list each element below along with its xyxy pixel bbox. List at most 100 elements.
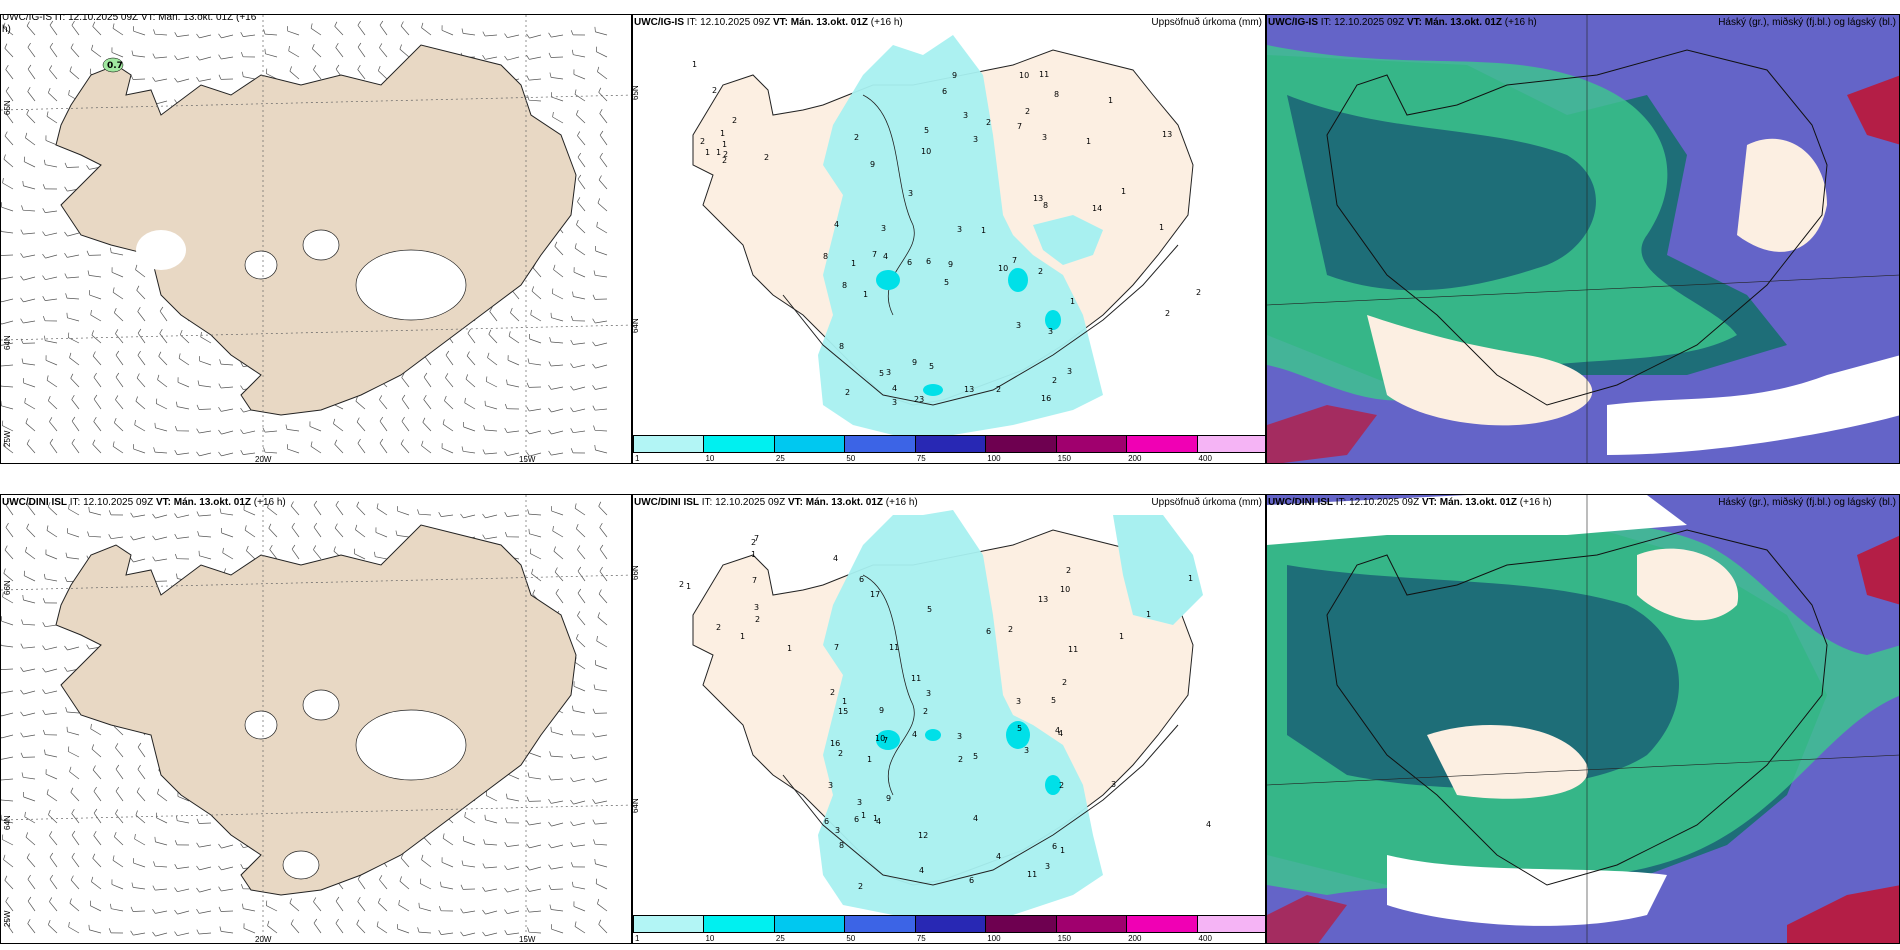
contour-label: 0.7	[107, 61, 123, 71]
wind-barb-flag	[445, 350, 450, 356]
wind-barb	[573, 710, 586, 714]
wind-barb	[421, 859, 432, 868]
wind-barb	[45, 232, 58, 237]
wind-barb	[573, 54, 586, 58]
wind-barb-flag	[335, 500, 339, 506]
precip-value: 7	[1017, 122, 1022, 131]
wind-barb-flag	[67, 746, 70, 752]
precip-value: 8	[842, 281, 847, 290]
wind-barb-flag	[421, 854, 424, 860]
wind-barb-flag	[356, 919, 360, 925]
wind-barb	[92, 444, 102, 454]
wind-barb	[355, 400, 366, 410]
wind-barb-flag	[442, 833, 445, 839]
parallel	[1, 804, 631, 821]
wind-barb	[573, 800, 586, 805]
wind-barb	[198, 822, 212, 824]
wind-barb	[48, 924, 58, 934]
precip-value: 1	[851, 259, 856, 268]
wind-barb	[71, 420, 80, 432]
precip-value: 1	[867, 755, 872, 764]
wind-barb	[598, 92, 608, 102]
wind-barb	[1, 405, 14, 410]
wind-barb-flag	[3, 22, 6, 28]
wind-barb-flag	[400, 439, 404, 445]
wind-barb-flag	[240, 429, 244, 434]
precip-value: 1	[1108, 96, 1113, 105]
wind-barb-flag	[218, 383, 222, 389]
wind-barb	[220, 363, 234, 366]
legend-swatch	[633, 435, 705, 453]
wind-barb	[485, 819, 498, 824]
wind-barb-flag	[20, 752, 24, 758]
wind-barb-flag	[174, 553, 178, 559]
precip-value: 13	[964, 385, 974, 394]
precip-value: 1	[722, 140, 727, 149]
wind-barb-flag	[531, 286, 535, 292]
wind-barb	[26, 25, 36, 36]
precip-value: 9	[952, 71, 957, 80]
wind-barb-flag	[218, 451, 222, 457]
wind-barb-flag	[289, 898, 292, 904]
wind-barb	[71, 857, 80, 868]
wind-barb-flag	[43, 573, 46, 579]
wind-barb-flag	[49, 20, 54, 26]
wind-barb-flag	[137, 350, 141, 356]
wind-barb	[599, 113, 608, 124]
wind-barb-flag	[47, 502, 51, 507]
wind-barb-flag	[263, 29, 266, 35]
wind-barb	[49, 69, 58, 80]
wind-barb-flag	[174, 425, 178, 431]
wind-barb-flag	[593, 270, 596, 276]
wind-barb-flag	[527, 95, 530, 101]
legend-label: 100	[987, 454, 1001, 463]
precip-panel-bottom: 2 3 2 2 1 1 1 2 1 7 7 4 11 11 9 12 2 4 3 5 6 6 3 5 1 4 2 7 10 6 11 5 16 1…	[632, 494, 1266, 944]
wind-barb	[399, 880, 410, 890]
wind-barb-flag	[196, 909, 200, 914]
wind-barb	[486, 795, 498, 802]
wind-barb-flag	[27, 501, 31, 506]
legend-swatch	[985, 435, 1057, 453]
wind-barb	[529, 844, 542, 849]
wind-barb	[198, 535, 212, 538]
precip-value: 3	[1067, 367, 1072, 376]
wind-barb	[573, 296, 586, 300]
wind-barb	[550, 888, 564, 890]
wind-barb	[595, 31, 608, 36]
legend-swatch	[1196, 435, 1265, 453]
precip-value: 7	[872, 250, 877, 259]
wind-barb-flag	[421, 22, 424, 28]
wind-barb-flag	[71, 809, 75, 814]
wind-barb-flag	[460, 908, 464, 914]
legend-label: 50	[846, 934, 856, 943]
wind-barb	[155, 56, 168, 59]
wind-barb	[199, 78, 212, 82]
wind-barb	[313, 901, 322, 912]
wind-barb-flag	[27, 896, 32, 902]
wind-barb	[555, 593, 564, 604]
wind-barb-flag	[44, 749, 46, 755]
wind-barb	[595, 408, 608, 411]
wind-barb-flag	[548, 864, 552, 870]
wind-barb-flag	[504, 512, 508, 517]
wind-barb	[484, 452, 498, 455]
legend-swatch	[773, 435, 846, 453]
wind-barb-flag	[91, 744, 95, 750]
wind-barb	[375, 532, 388, 538]
precip-value: 10	[1019, 71, 1029, 80]
wind-barb	[91, 334, 102, 344]
cloud-clear	[1387, 855, 1667, 926]
wind-barb	[529, 452, 542, 457]
wind-barb-flag	[21, 619, 24, 625]
wind-barb	[92, 355, 102, 366]
wind-barb-flag	[196, 451, 200, 457]
wind-barb	[423, 399, 432, 410]
wind-barb	[532, 267, 542, 278]
precip-value: 10	[875, 734, 885, 743]
wind-barb-flag	[313, 65, 317, 70]
wind-barb	[46, 116, 58, 124]
precip-value: 6	[986, 627, 991, 636]
wind-barb-flag	[484, 814, 486, 820]
wind-barb-flag	[93, 786, 97, 792]
precip-value: 5	[929, 362, 934, 371]
